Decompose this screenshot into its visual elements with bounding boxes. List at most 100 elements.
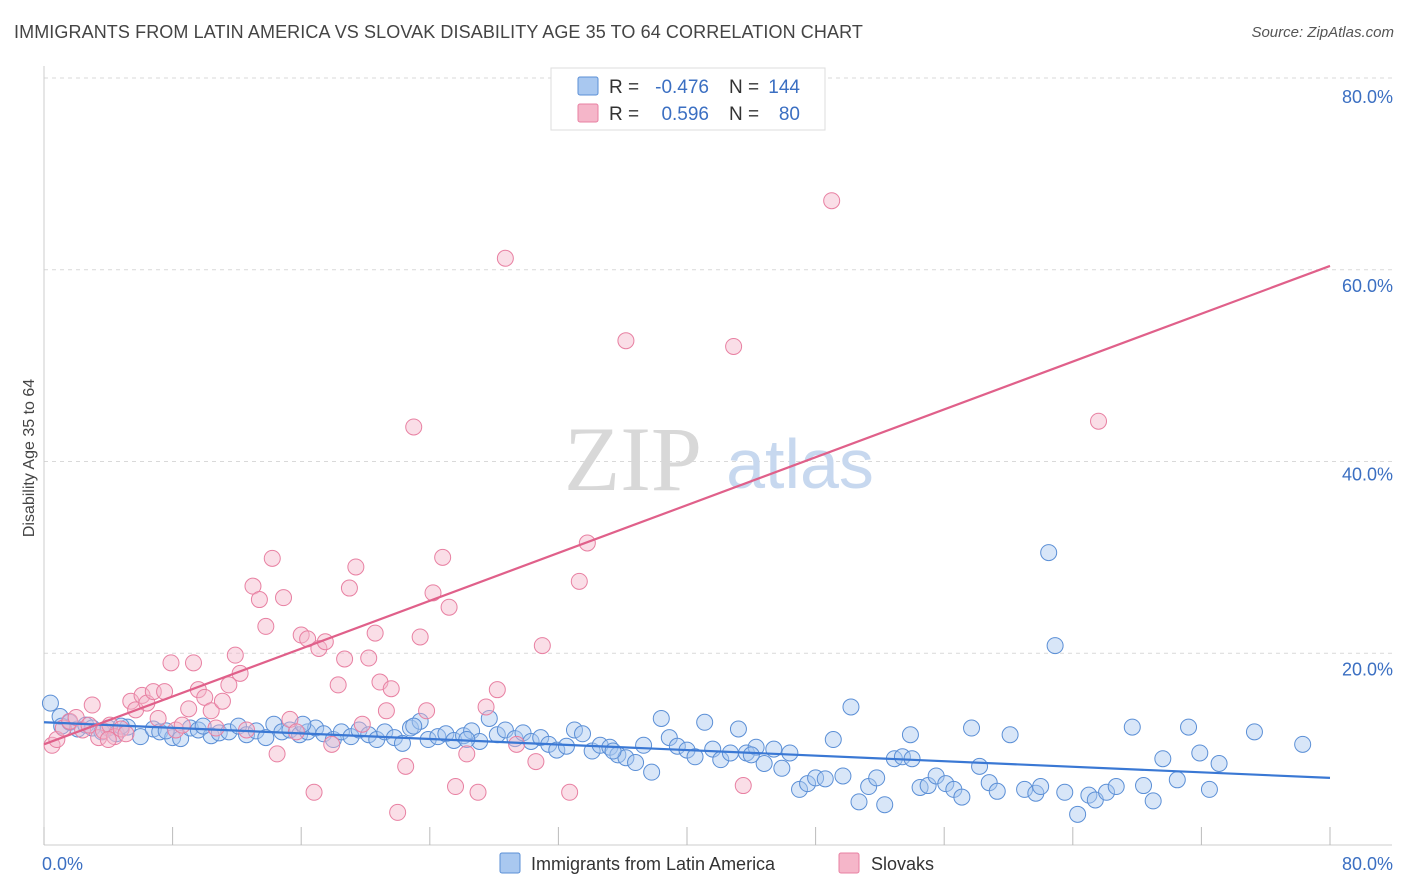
- slovaks-point: [83, 696, 101, 714]
- slovaks-point: [382, 680, 400, 698]
- slovaks-point: [347, 558, 365, 576]
- slovaks-point: [226, 646, 244, 664]
- slovaks-point: [440, 598, 458, 616]
- latin-america-point: [824, 731, 842, 749]
- slovaks-point: [162, 654, 180, 672]
- latin-america-point: [1107, 778, 1125, 796]
- series-legend-label-pink: Slovaks: [871, 854, 934, 874]
- slovaks-point: [447, 778, 465, 796]
- y-axis-label: Disability Age 35 to 64: [21, 379, 38, 537]
- slovaks-trendline: [43, 264, 1331, 746]
- latin-america-trendline: [43, 721, 1331, 779]
- slovaks-point: [477, 698, 495, 716]
- watermark-zip: ZIP: [564, 408, 702, 510]
- slovaks-point: [1090, 412, 1108, 430]
- slovaks-point: [323, 735, 341, 753]
- slovaks-point: [434, 548, 452, 566]
- slovaks-point: [527, 753, 545, 771]
- y-tick-label: 40.0%: [1342, 465, 1393, 485]
- slovaks-point: [508, 735, 526, 753]
- latin-america-point: [41, 694, 59, 712]
- latin-america-point: [1123, 718, 1141, 736]
- latin-america-point: [131, 728, 149, 746]
- latin-america-point: [686, 748, 704, 766]
- latin-america-point: [393, 734, 411, 752]
- latin-america-point: [1200, 780, 1218, 798]
- latin-america-point: [635, 736, 653, 754]
- latin-america-point: [565, 721, 583, 739]
- slovaks-point: [360, 649, 378, 667]
- slovaks-point: [213, 692, 231, 710]
- latin-america-point: [696, 713, 714, 731]
- latin-america-point: [172, 730, 190, 748]
- slovaks-point: [305, 783, 323, 801]
- latin-america-point: [1046, 637, 1064, 655]
- slovaks-point: [458, 745, 476, 763]
- slovaks-point: [397, 757, 415, 775]
- latin-america-point: [574, 725, 592, 743]
- latin-america-point: [1168, 771, 1186, 789]
- stats-n-value-1: 144: [768, 77, 800, 98]
- slovaks-point: [336, 650, 354, 668]
- slovaks-point: [469, 783, 487, 801]
- latin-america-point: [1098, 783, 1116, 801]
- latin-america-point: [901, 726, 919, 744]
- latin-america-point: [1294, 735, 1312, 753]
- latin-america-point: [834, 767, 852, 785]
- slovaks-point: [99, 731, 117, 749]
- latin-america-point: [557, 737, 575, 755]
- trend-layer: [43, 264, 1331, 779]
- series-legend-swatch-blue: [499, 852, 521, 874]
- slovaks-point: [263, 549, 281, 567]
- stats-r-label-2: R =: [609, 104, 639, 125]
- slovaks-point: [734, 777, 752, 795]
- slovaks-point: [389, 803, 407, 821]
- slovaks-point: [496, 249, 514, 267]
- latin-america-point: [1135, 777, 1153, 795]
- slovaks-point: [257, 617, 275, 635]
- stats-n-value-2: 80: [779, 104, 800, 125]
- slovaks-point: [184, 654, 202, 672]
- slovaks-point: [725, 337, 743, 355]
- latin-america-point: [405, 717, 423, 735]
- latin-america-point: [643, 763, 661, 781]
- latin-america-point: [1210, 755, 1228, 773]
- x-tick-label: 0.0%: [42, 854, 83, 874]
- chart-title: IMMIGRANTS FROM LATIN AMERICA VS SLOVAK …: [14, 22, 863, 42]
- latin-america-point: [842, 698, 860, 716]
- y-tick-label: 80.0%: [1342, 87, 1393, 107]
- slovaks-point: [533, 637, 551, 655]
- latin-america-point: [963, 719, 981, 737]
- latin-america-point: [1245, 723, 1263, 741]
- latin-america-point: [742, 746, 760, 764]
- latin-america-point: [850, 793, 868, 811]
- slovaks-point: [405, 418, 423, 436]
- latin-america-point: [496, 721, 514, 739]
- latin-america-point: [781, 744, 799, 762]
- latin-america-point: [953, 788, 971, 806]
- stats-legend-swatch-pink: [577, 103, 599, 123]
- stats-n-label-1: N =: [729, 77, 759, 98]
- slovaks-point: [173, 716, 191, 734]
- slovaks-point: [180, 700, 198, 718]
- latin-america-point: [988, 782, 1006, 800]
- slovaks-point: [488, 681, 506, 699]
- latin-america-point: [360, 726, 378, 744]
- latin-america-point: [522, 732, 540, 750]
- latin-america-point: [1191, 744, 1209, 762]
- grid-layer: [44, 77, 1392, 654]
- slovaks-point: [340, 579, 358, 597]
- chart-source: Source: ZipAtlas.com: [1251, 24, 1394, 41]
- latin-america-point: [1001, 726, 1019, 744]
- latin-america-point: [350, 721, 368, 739]
- slovaks-point: [149, 709, 167, 727]
- slovaks-point: [275, 589, 293, 607]
- slovaks-point: [570, 572, 588, 590]
- slovaks-point: [202, 702, 220, 720]
- latin-america-point: [652, 709, 670, 727]
- stats-r-value-2: 0.596: [661, 104, 709, 125]
- slovaks-point: [418, 702, 436, 720]
- latin-america-point: [604, 742, 622, 760]
- slovaks-point: [117, 725, 135, 743]
